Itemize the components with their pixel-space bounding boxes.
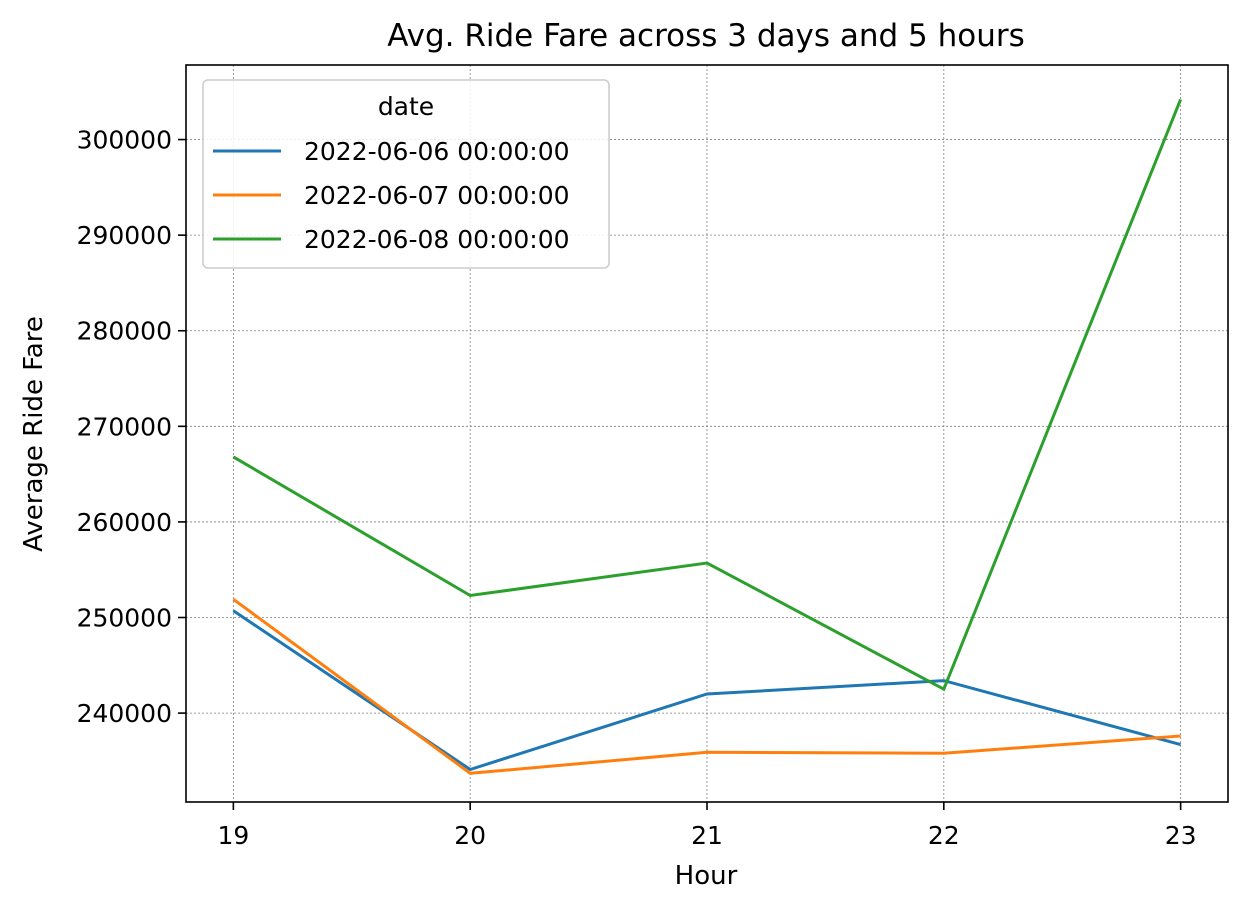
y-tick-label: 280000 <box>77 317 172 346</box>
y-tick-label: 300000 <box>77 126 172 155</box>
y-tick-label: 240000 <box>77 699 172 728</box>
legend-box <box>202 79 610 269</box>
series-line <box>232 98 1182 692</box>
x-axis-label: Hour <box>675 861 738 891</box>
x-tick-label: 23 <box>1165 821 1197 850</box>
x-tick-label: 21 <box>691 821 723 850</box>
grid <box>186 65 1228 802</box>
x-tick-label: 22 <box>928 821 960 850</box>
legend: date 2022-06-06 00:00:00 2022-06-07 00:00… <box>202 79 610 269</box>
y-tick-label: 250000 <box>77 604 172 633</box>
legend-label: 2022-06-06 00:00:00 <box>304 137 570 166</box>
y-axis-label: Average Ride Fare <box>19 316 49 552</box>
series-line <box>232 598 1181 775</box>
x-axis-ticks: 19 20 21 22 23 <box>217 802 1197 850</box>
legend-entries: 2022-06-06 00:00:00 2022-06-07 00:00:00 20… <box>213 137 570 254</box>
x-tick-label: 20 <box>454 821 486 850</box>
x-tick-label: 19 <box>217 821 249 850</box>
legend-label: 2022-06-08 00:00:00 <box>304 225 570 254</box>
y-axis-ticks: 240000 250000 260000 270000 280000 290000 3000… <box>77 126 186 728</box>
y-tick-label: 260000 <box>77 508 172 537</box>
y-tick-label: 290000 <box>77 221 172 250</box>
legend-title: date <box>378 92 434 121</box>
y-tick-label: 270000 <box>77 412 172 441</box>
legend-label: 2022-06-07 00:00:00 <box>304 181 570 210</box>
chart-title: Avg. Ride Fare across 3 days and 5 hours <box>387 18 1025 54</box>
series-lines <box>232 98 1182 775</box>
